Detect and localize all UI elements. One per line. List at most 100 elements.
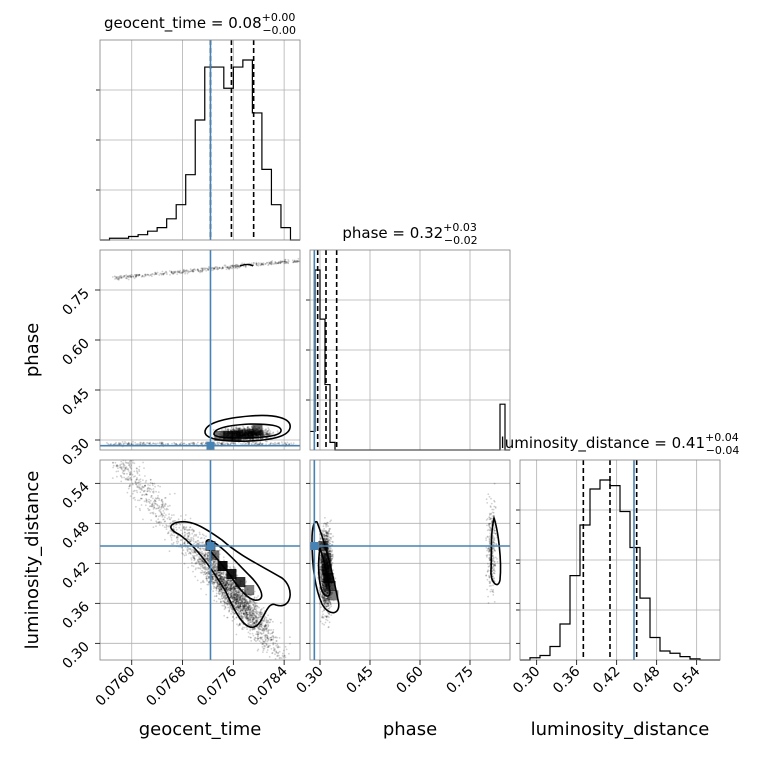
sample-point [226,268,228,270]
sample-point [121,463,123,465]
sample-point [255,609,257,611]
sample-point [191,565,193,567]
sample-point [253,602,255,604]
sample-point [141,443,143,445]
sample-point [125,274,127,276]
sample-point [194,268,196,270]
sample-point [131,274,133,276]
sample-point [149,485,151,487]
sample-point [147,274,149,276]
sample-point [133,471,135,473]
sample-point [287,261,289,263]
sample-point [159,511,161,513]
sample-point [280,622,282,624]
sample-point [193,559,195,561]
sample-point [164,526,166,528]
sample-point [132,441,134,443]
sample-point [268,429,270,431]
sample-point [142,519,144,521]
sample-point [184,519,186,521]
sample-point [112,462,114,464]
sample-point [250,637,252,639]
sample-point [176,529,178,531]
sample-point [191,559,193,561]
sample-point [201,267,203,269]
sample-point [123,467,125,469]
sample-point [283,650,285,652]
sample-point [220,601,222,603]
sample-point [197,567,199,569]
sample-point [208,560,210,562]
sample-point [204,537,206,539]
sample-point [286,649,288,651]
sample-point [126,473,128,475]
sample-point [216,266,218,268]
sample-point [173,514,175,516]
sample-point [190,268,192,270]
sample-point [125,468,127,470]
sample-point [269,633,271,635]
sample-point [258,626,260,628]
sample-point [141,489,143,491]
sample-point [200,568,202,570]
sample-point [258,264,260,266]
sample-point [150,519,152,521]
sample-point [178,527,180,529]
sample-point [265,443,267,445]
sample-point [161,442,163,444]
sample-point [260,642,262,644]
sample-point [176,541,178,543]
sample-point [150,479,152,481]
density-bin [252,425,262,435]
sample-point [225,443,227,445]
sample-point [267,649,269,651]
sample-point [162,271,164,273]
sample-point [122,441,124,443]
sample-point [275,651,277,653]
sample-point [127,468,129,470]
sample-point [229,566,231,568]
sample-point [267,614,269,616]
sample-point [262,646,264,648]
sample-point [118,278,120,280]
sample-point [154,486,156,488]
histogram-luminosity_distance [520,480,720,660]
sample-point [267,626,269,628]
sample-point [227,443,229,445]
sample-point [138,488,140,490]
sample-point [274,653,276,655]
sample-point [285,646,287,648]
sample-point [262,651,264,653]
sample-point [185,514,187,516]
sample-point [287,442,289,444]
sample-point [228,610,230,612]
sample-point [266,651,268,653]
sample-point [198,270,200,272]
sample-point [183,269,185,271]
sample-point [120,481,122,483]
sample-point [292,261,294,263]
sample-point [138,482,140,484]
sample-point [269,656,271,658]
sample-point [186,529,188,531]
sample-point [199,532,201,534]
sample-point [272,432,274,434]
sample-point [144,500,146,502]
sample-point [276,637,278,639]
sample-point [265,634,267,636]
sample-point [241,628,243,630]
sample-point [180,547,182,549]
sample-point [227,582,229,584]
sample-point [232,601,234,603]
sample-point [236,617,238,619]
sample-point [278,442,280,444]
sample-point [176,273,178,275]
sample-point [256,631,258,633]
sample-point [180,529,182,531]
sample-point [272,263,274,265]
sample-point [191,562,193,564]
sample-point [270,430,272,432]
sample-point [270,639,272,641]
sample-point [184,555,186,557]
sample-point [136,479,138,481]
